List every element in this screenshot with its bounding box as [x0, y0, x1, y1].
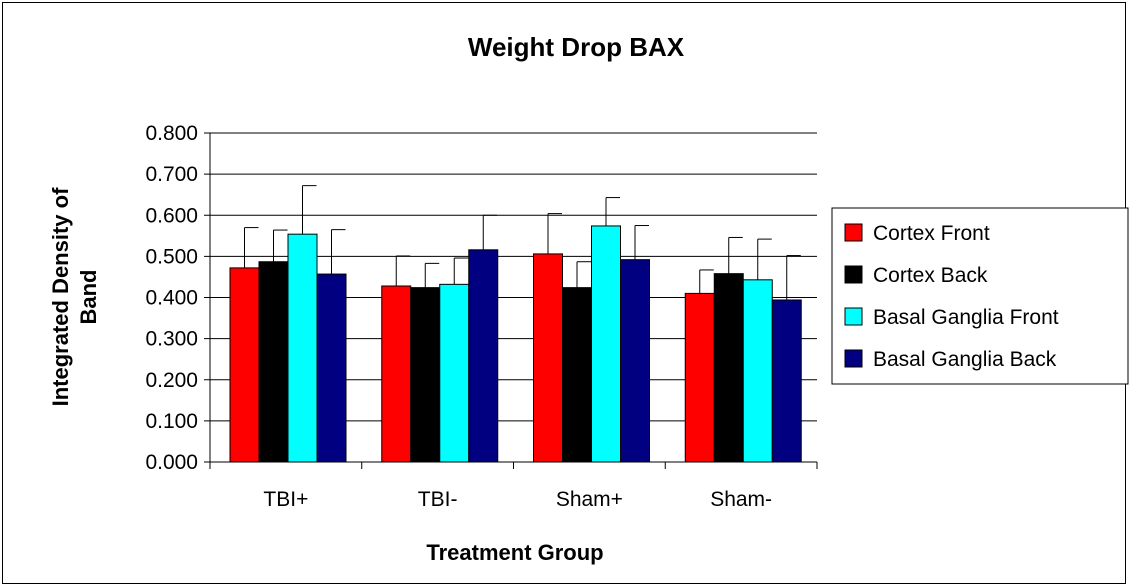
- legend-label: Basal Ganglia Back: [873, 348, 1057, 371]
- y-tick-label: 0.600: [145, 204, 198, 227]
- y-tick-label: 0.500: [145, 245, 198, 268]
- error-bars: [244, 185, 801, 300]
- y-axis-ticks: 0.000 0.100 0.200 0.300 0.400 0.500 0.600 0.700…: [145, 122, 210, 474]
- y-tick-label: 0.700: [145, 163, 198, 186]
- bar: [562, 287, 592, 463]
- bar: [713, 273, 744, 463]
- x-tick-label: Sham-: [710, 488, 772, 511]
- y-tick-label: 0.200: [145, 369, 198, 392]
- x-tick-label: TBI+: [263, 488, 308, 511]
- y-axis-title: Integrated Density of Band: [48, 187, 101, 406]
- y-tick-label: 0.300: [145, 328, 198, 351]
- bars: [229, 225, 802, 463]
- legend-label: Basal Ganglia Front: [873, 306, 1059, 329]
- x-tick-label: TBI-: [418, 488, 458, 511]
- x-axis-title: Treatment Group: [426, 540, 603, 565]
- bar: [620, 259, 650, 463]
- bar: [316, 273, 347, 463]
- x-tick-label: Sham+: [556, 488, 623, 511]
- legend-swatch: [844, 223, 863, 242]
- chart-title: Weight Drop BAX: [468, 32, 685, 62]
- legend-box: [831, 207, 1129, 385]
- legend: Cortex Front Cortex Back Basal Ganglia Fro…: [831, 207, 1129, 385]
- y-tick-label: 0.000: [145, 451, 198, 474]
- y-tick-label: 0.100: [145, 410, 198, 433]
- bar: [258, 261, 289, 463]
- x-axis-ticks: TBI+ TBI- Sham+ Sham-: [209, 462, 818, 511]
- y-tick-label: 0.400: [145, 287, 198, 310]
- y-tick-label: 0.800: [145, 122, 198, 145]
- legend-swatch: [844, 265, 863, 284]
- bar: [439, 283, 470, 463]
- bar: [229, 267, 260, 463]
- bar: [533, 253, 563, 463]
- bar: [410, 287, 441, 463]
- bar: [591, 225, 621, 463]
- legend-label: Cortex Back: [873, 264, 988, 287]
- legend-swatch: [844, 349, 863, 368]
- bar: [771, 299, 802, 463]
- bar: [381, 285, 412, 463]
- bar: [742, 279, 773, 463]
- bar: [684, 292, 715, 463]
- y-axis-title-line-1: Integrated Density of: [48, 187, 73, 406]
- legend-swatch: [844, 307, 863, 326]
- bar: [287, 233, 318, 463]
- y-axis-title-line-2: Band: [76, 270, 101, 325]
- legend-label: Cortex Front: [873, 222, 990, 245]
- bar: [468, 249, 499, 463]
